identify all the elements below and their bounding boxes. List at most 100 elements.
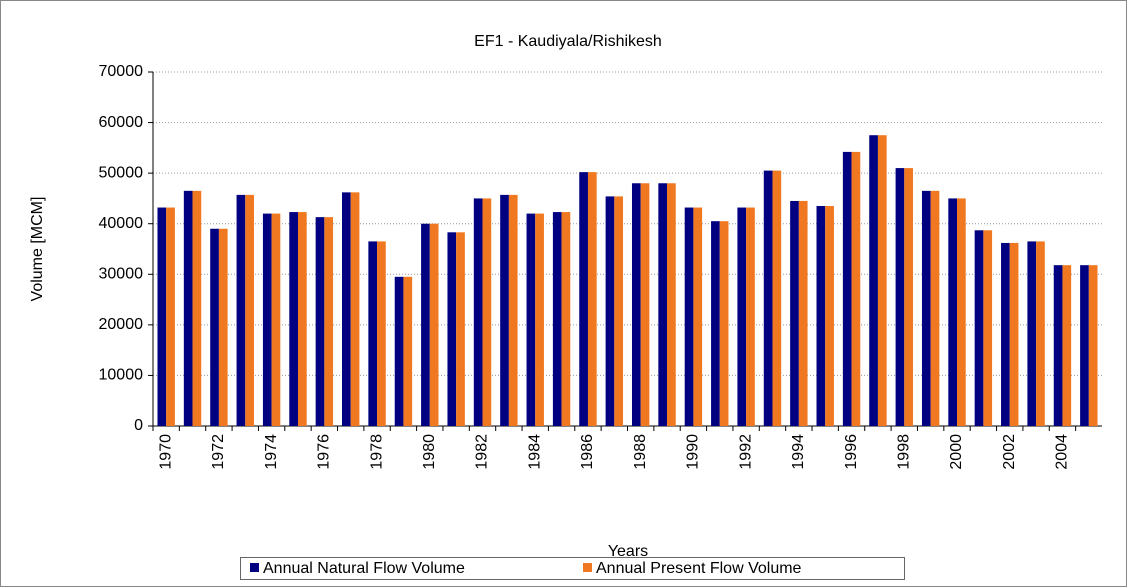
bar: [508, 194, 518, 426]
y-axis-label: Volume [MCM]: [29, 197, 46, 302]
bar: [218, 228, 228, 426]
y-tick-label: 60000: [99, 114, 144, 131]
bar: [500, 194, 509, 426]
bar: [236, 194, 246, 426]
y-tick-label: 20000: [99, 316, 144, 333]
bar: [772, 170, 782, 426]
bar: [684, 207, 694, 426]
bar: [403, 276, 413, 426]
chart-title: EF1 - Kaudiyala/Rishikesh: [474, 33, 662, 50]
bar: [974, 230, 984, 426]
bar: [245, 194, 254, 426]
x-tick-label: 1980: [421, 434, 438, 470]
y-tick-label: 30000: [99, 266, 144, 283]
bar: [614, 196, 624, 426]
x-tick-label: 1986: [579, 434, 596, 470]
x-tick-label: 1998: [896, 434, 913, 470]
bar: [192, 190, 202, 426]
bar: [869, 135, 878, 426]
bar: [605, 196, 615, 426]
x-tick-label: 1982: [474, 434, 491, 470]
bar: [957, 198, 966, 426]
legend-swatch: [250, 563, 259, 572]
bar: [790, 200, 799, 426]
x-tick-label: 1984: [526, 434, 543, 470]
bar: [763, 170, 773, 426]
bar: [983, 230, 993, 426]
x-tick-label: 1970: [157, 434, 174, 470]
bar: [930, 190, 940, 426]
x-axis-label: Years: [608, 543, 648, 560]
bar: [948, 198, 958, 426]
x-tick-label: 1996: [843, 434, 860, 470]
bar: [746, 207, 755, 426]
bar: [921, 190, 931, 426]
bar: [429, 223, 439, 426]
legend-box: [240, 557, 905, 580]
x-tick-label: 1990: [685, 434, 702, 470]
bar: [798, 200, 808, 426]
bar: [473, 198, 483, 426]
bar: [711, 221, 720, 426]
bar: [482, 198, 492, 426]
bar: [535, 213, 544, 426]
bar: [1088, 265, 1098, 426]
bar: [350, 192, 360, 426]
bar: [394, 276, 404, 426]
bar: [368, 241, 378, 426]
x-tick-label: 1994: [790, 434, 807, 470]
bar: [297, 212, 307, 426]
bar: [526, 213, 536, 426]
bar: [1080, 265, 1089, 426]
bar: [1036, 241, 1045, 426]
bar: [166, 207, 175, 426]
bar: [1053, 265, 1063, 426]
bar: [456, 232, 465, 426]
y-tick-label: 40000: [99, 215, 144, 232]
bar: [904, 168, 913, 427]
legend-swatch: [583, 563, 592, 572]
bar: [640, 183, 650, 426]
bar: [262, 213, 272, 426]
x-tick-label: 1988: [632, 434, 649, 470]
y-tick-label: 70000: [99, 63, 144, 80]
bar: [183, 190, 193, 426]
bar: [421, 223, 430, 426]
bar: [315, 217, 325, 426]
bar: [271, 213, 281, 426]
bar: [447, 232, 457, 426]
x-tick-label: 2002: [1001, 434, 1018, 470]
bar: [737, 207, 747, 426]
x-tick-label: 2000: [948, 434, 965, 470]
x-tick-label: 1974: [263, 434, 280, 470]
bar: [693, 207, 703, 426]
bar: [579, 172, 588, 426]
bar: [157, 207, 167, 426]
bar: [895, 168, 905, 427]
bar: [324, 217, 334, 426]
bar: [587, 172, 597, 426]
bar: [1001, 242, 1010, 426]
legend-label: Annual Present Flow Volume: [596, 560, 802, 577]
bar: [816, 206, 826, 426]
y-tick-label: 10000: [99, 367, 144, 384]
bar: [667, 183, 676, 426]
legend-label: Annual Natural Flow Volume: [263, 560, 465, 577]
x-tick-label: 1978: [368, 434, 385, 470]
bar: [342, 192, 351, 426]
bar: [561, 212, 571, 426]
x-tick-label: 1976: [316, 434, 333, 470]
bar: [842, 151, 852, 426]
bar: [552, 212, 562, 426]
y-tick-label: 0: [134, 417, 143, 434]
bar: [825, 206, 834, 426]
bar: [377, 241, 386, 426]
x-tick-label: 2004: [1054, 434, 1071, 470]
bar: [210, 228, 219, 426]
bar: [851, 151, 861, 426]
bar: [719, 221, 729, 426]
bar: [1009, 242, 1019, 426]
bar: [658, 183, 668, 426]
bar: [289, 212, 298, 426]
